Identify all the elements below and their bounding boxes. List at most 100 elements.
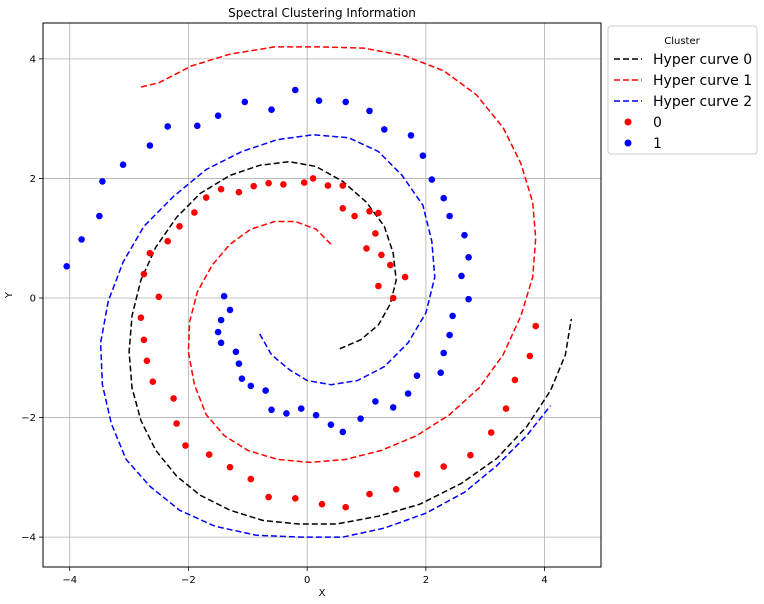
data-point <box>247 382 255 390</box>
data-point <box>440 349 448 357</box>
x-tick-label: 0 <box>304 575 310 586</box>
data-point <box>446 331 453 339</box>
legend-swatch <box>624 139 632 147</box>
series-line-1 <box>140 46 537 464</box>
data-point <box>194 122 201 130</box>
data-point <box>413 471 421 478</box>
data-point <box>407 132 415 139</box>
data-point <box>202 194 210 201</box>
data-point <box>378 251 385 259</box>
data-point <box>318 500 326 508</box>
data-point <box>170 395 177 402</box>
data-point <box>78 236 85 243</box>
legend-box <box>607 25 758 155</box>
data-point <box>265 493 272 501</box>
data-point <box>217 316 225 324</box>
data-point <box>440 194 448 202</box>
data-point <box>164 123 171 130</box>
series-layer <box>63 46 573 538</box>
plot-frame <box>42 22 602 568</box>
series-points-3 <box>137 175 539 511</box>
series-line-0 <box>128 160 573 525</box>
data-point <box>351 212 358 220</box>
data-point <box>309 175 317 182</box>
data-point <box>465 253 472 261</box>
legend-label: Hyper curve 1 <box>653 73 752 89</box>
data-point <box>366 107 373 115</box>
data-point <box>205 451 213 458</box>
data-point <box>155 293 163 301</box>
data-point <box>487 429 495 436</box>
y-tick-label: −2 <box>21 413 36 424</box>
y-tick-label: 0 <box>30 293 36 304</box>
y-tick-label: 2 <box>30 174 36 185</box>
legend-items: Hyper curve 0 Hyper curve 1 Hyper curve 2 0… <box>614 52 752 152</box>
data-point <box>214 112 222 119</box>
data-point <box>191 209 198 216</box>
data-point <box>262 387 269 394</box>
data-point <box>173 420 180 427</box>
axis-ticks: −4 −2 0 2 4 −4 −2 0 2 4 <box>21 54 548 586</box>
data-point <box>327 421 335 429</box>
data-point <box>392 486 400 493</box>
series-points-4 <box>63 86 472 436</box>
data-point <box>140 336 148 344</box>
data-point <box>440 463 448 470</box>
data-point <box>387 261 394 269</box>
legend-title: Cluster <box>664 36 700 47</box>
x-tick-label: 4 <box>541 575 547 586</box>
data-point <box>226 463 234 471</box>
data-point <box>437 369 445 377</box>
data-point <box>339 428 347 436</box>
data-point <box>357 415 364 423</box>
x-tick-label: −2 <box>181 575 196 586</box>
data-point <box>63 263 70 270</box>
data-point <box>366 490 373 498</box>
data-point <box>99 178 106 185</box>
data-point <box>137 314 145 322</box>
data-point <box>241 98 249 106</box>
data-point <box>401 273 409 281</box>
data-point <box>389 294 397 302</box>
data-point <box>404 390 412 397</box>
data-point <box>502 405 510 412</box>
data-point <box>96 212 103 220</box>
data-point <box>250 182 257 190</box>
data-point <box>366 208 373 215</box>
data-point <box>324 182 332 189</box>
legend-label: Hyper curve 2 <box>653 94 752 110</box>
data-point <box>217 339 225 347</box>
data-point <box>297 405 305 412</box>
legend-label: Hyper curve 0 <box>653 52 752 68</box>
data-point <box>363 245 370 252</box>
data-point <box>467 451 474 459</box>
data-point <box>146 249 154 257</box>
data-point <box>511 376 519 384</box>
data-point <box>312 411 320 419</box>
chart-title: Spectral Clustering Information <box>228 6 416 20</box>
data-point <box>226 306 234 314</box>
data-point <box>247 475 255 483</box>
data-point <box>280 181 287 188</box>
data-point <box>235 360 243 368</box>
data-point <box>532 322 539 330</box>
data-point <box>176 223 183 230</box>
data-point <box>217 185 225 193</box>
plot-area <box>43 23 601 567</box>
x-tick-label: −4 <box>62 575 77 586</box>
data-point <box>268 406 275 414</box>
data-point <box>461 231 468 239</box>
data-point <box>339 205 347 212</box>
y-tick-label: 4 <box>30 54 36 65</box>
data-point <box>182 442 189 449</box>
data-point <box>238 375 246 383</box>
data-point <box>375 282 382 290</box>
data-point <box>235 188 243 196</box>
data-point <box>389 404 397 411</box>
legend-label: 0 <box>653 115 662 131</box>
data-point <box>372 230 379 237</box>
data-point <box>143 357 151 365</box>
data-point <box>372 398 379 405</box>
data-point <box>149 378 157 386</box>
